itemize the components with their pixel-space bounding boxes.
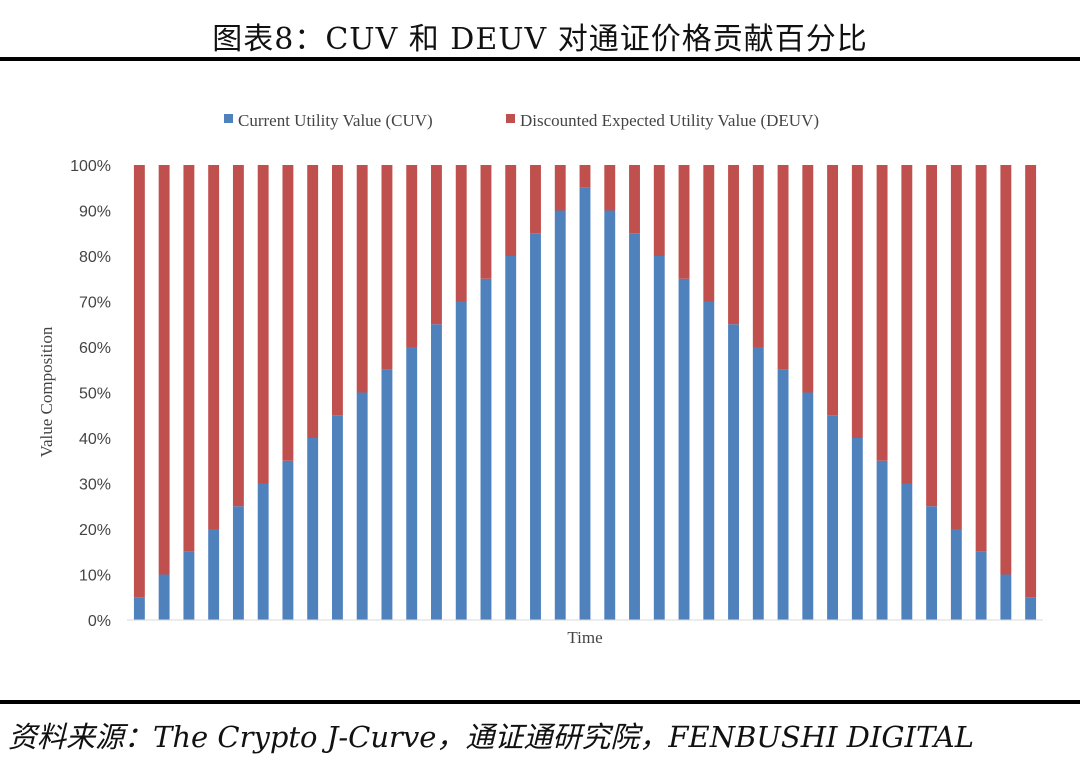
bar-cuv-14	[455, 301, 467, 620]
y-tick-label: 20%	[79, 522, 111, 539]
x-axis-title: Time	[567, 628, 602, 647]
bar-deuv-25	[728, 165, 739, 325]
legend-swatch-cuv	[224, 114, 233, 123]
bar-deuv-4	[208, 165, 220, 529]
bar-deuv-26	[752, 165, 764, 347]
bar-deuv-29	[827, 165, 839, 416]
bar-deuv-18	[554, 165, 566, 211]
bar-deuv-22	[653, 165, 665, 256]
bar-cuv-37	[1025, 597, 1037, 620]
legend-swatch-deuv	[506, 114, 515, 123]
bar-cuv-32	[901, 483, 913, 620]
bar-cuv-17	[530, 233, 541, 620]
bar-cuv-10	[356, 392, 368, 620]
bar-deuv-33	[926, 165, 938, 507]
stacked-bar-chart: Current Utility Value (CUV) Discounted E…	[37, 111, 1043, 647]
y-tick-label: 0%	[88, 613, 111, 630]
bar-cuv-25	[728, 324, 739, 620]
bar-cuv-13	[431, 324, 442, 620]
bar-cuv-6	[257, 483, 269, 620]
bar-deuv-36	[1000, 165, 1012, 575]
bar-deuv-3	[183, 165, 195, 552]
bar-cuv-7	[282, 460, 294, 620]
top-rule	[0, 57, 1080, 61]
bar-deuv-24	[703, 165, 715, 302]
legend-label-cuv: Current Utility Value (CUV)	[238, 111, 433, 130]
y-tick-label: 10%	[79, 568, 111, 585]
bar-cuv-15	[480, 278, 492, 620]
bar-deuv-32	[901, 165, 913, 484]
figure-title: 图表8：CUV 和 DEUV 对通证价格贡献百分比	[212, 22, 868, 57]
bar-deuv-9	[331, 165, 343, 416]
y-tick-label: 40%	[79, 431, 111, 448]
bar-deuv-37	[1025, 165, 1037, 598]
bar-deuv-11	[381, 165, 393, 370]
y-axis-title: Value Composition	[37, 326, 56, 457]
bar-deuv-14	[455, 165, 467, 302]
bar-cuv-12	[406, 347, 418, 620]
bar-cuv-36	[1000, 574, 1012, 620]
bar-deuv-27	[777, 165, 789, 370]
bar-cuv-11	[381, 369, 393, 620]
bar-deuv-31	[876, 165, 888, 461]
bar-deuv-20	[604, 165, 616, 211]
bar-deuv-6	[257, 165, 269, 484]
bar-deuv-1	[133, 165, 145, 598]
bar-cuv-31	[876, 460, 888, 620]
bar-cuv-8	[307, 438, 319, 620]
bar-deuv-12	[406, 165, 418, 347]
y-tick-label: 50%	[79, 386, 111, 403]
y-tick-label: 80%	[79, 249, 111, 266]
bar-deuv-30	[851, 165, 863, 438]
bar-cuv-28	[802, 392, 814, 620]
y-axis-ticks: 0% 10% 20% 30% 40% 50% 60% 70% 80% 90% 100%	[70, 158, 111, 630]
bar-deuv-17	[530, 165, 541, 234]
bar-deuv-2	[158, 165, 170, 575]
bar-cuv-20	[604, 210, 616, 620]
legend: Current Utility Value (CUV) Discounted E…	[224, 111, 819, 130]
y-tick-label: 60%	[79, 340, 111, 357]
bar-cuv-5	[232, 506, 244, 620]
y-tick-label: 100%	[70, 158, 111, 175]
bar-cuv-2	[158, 574, 170, 620]
legend-label-deuv: Discounted Expected Utility Value (DEUV)	[520, 111, 819, 130]
bar-cuv-21	[629, 233, 640, 620]
bar-deuv-21	[629, 165, 640, 234]
bar-cuv-30	[851, 438, 863, 620]
bar-cuv-27	[777, 369, 789, 620]
y-tick-label: 30%	[79, 477, 111, 494]
bar-cuv-9	[331, 415, 343, 620]
bar-cuv-4	[208, 529, 220, 620]
bar-deuv-5	[232, 165, 244, 507]
source-note: 资料来源：The Crypto J-Curve，通证通研究院，FENBUSHI …	[8, 720, 974, 754]
bar-deuv-35	[975, 165, 987, 552]
bar-deuv-34	[950, 165, 962, 529]
y-tick-label: 70%	[79, 295, 111, 312]
bar-deuv-7	[282, 165, 294, 461]
bar-cuv-22	[653, 256, 665, 620]
bar-deuv-13	[431, 165, 442, 325]
bar-cuv-34	[950, 529, 962, 620]
bar-cuv-18	[554, 210, 566, 620]
bar-deuv-28	[802, 165, 814, 393]
bar-cuv-24	[703, 301, 715, 620]
y-tick-label: 90%	[79, 204, 111, 221]
bottom-rule	[0, 700, 1080, 704]
bars	[133, 165, 1037, 620]
bar-deuv-8	[307, 165, 319, 438]
bar-cuv-1	[133, 597, 145, 620]
bar-cuv-33	[926, 506, 938, 620]
bar-cuv-19	[579, 187, 591, 620]
bar-cuv-16	[505, 256, 517, 620]
bar-cuv-29	[827, 415, 839, 620]
bar-cuv-35	[975, 551, 987, 620]
bar-deuv-23	[678, 165, 690, 279]
bar-cuv-23	[678, 278, 690, 620]
bar-cuv-3	[183, 551, 195, 620]
bar-deuv-16	[505, 165, 517, 256]
bar-deuv-10	[356, 165, 368, 393]
bar-deuv-19	[579, 165, 591, 188]
bar-cuv-26	[752, 347, 764, 620]
bar-deuv-15	[480, 165, 492, 279]
